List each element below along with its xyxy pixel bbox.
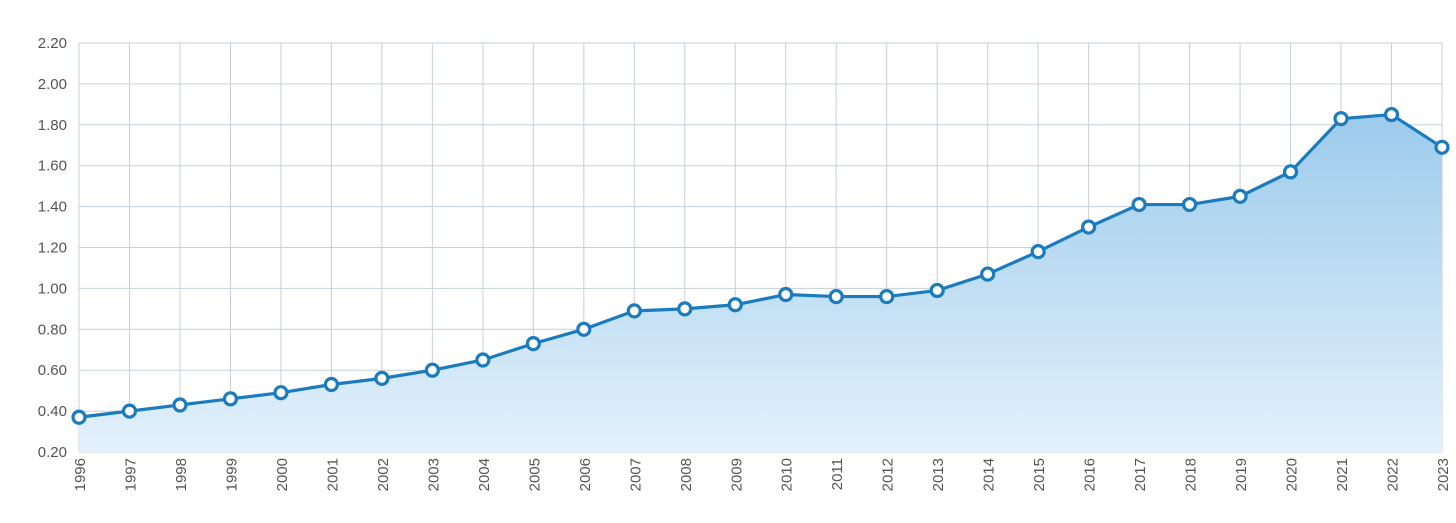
x-tick-label: 2000	[274, 458, 291, 491]
y-tick-label: 1.20	[38, 240, 67, 257]
x-tick-label: 2009	[728, 458, 745, 491]
x-tick-label: 2008	[678, 458, 695, 491]
y-tick-label: 0.20	[38, 444, 67, 461]
data-point	[475, 352, 491, 368]
data-point	[626, 303, 642, 319]
data-point	[879, 288, 895, 305]
y-tick-label: 1.60	[38, 158, 67, 175]
data-point	[1383, 106, 1400, 123]
y-tick-label: 0.60	[38, 362, 67, 379]
x-tick-label: 1999	[223, 458, 240, 491]
x-tick-label: 1996	[72, 458, 89, 491]
x-tick-label: 2004	[476, 458, 493, 491]
data-point	[172, 397, 188, 413]
x-axis-tick-labels: 1996 1997 1998 1999 2000 2001 2002 2003 2004 2005…	[72, 458, 1452, 491]
x-tick-label: 2013	[930, 458, 947, 491]
data-point	[71, 409, 87, 425]
data-point	[980, 266, 996, 282]
y-tick-label: 2.00	[38, 76, 67, 93]
x-tick-label: 2002	[375, 458, 392, 491]
x-tick-label: 2006	[577, 458, 594, 491]
y-tick-label: 0.40	[38, 403, 67, 420]
data-point	[121, 403, 138, 419]
x-tick-label: 2022	[1385, 458, 1402, 491]
x-tick-label: 2010	[779, 458, 796, 491]
data-point	[677, 301, 693, 317]
x-tick-label: 1997	[122, 458, 139, 491]
x-tick-label: 2023	[1435, 458, 1452, 491]
data-point	[929, 282, 945, 299]
y-tick-label: 1.00	[38, 280, 67, 297]
x-tick-label: 2001	[324, 458, 341, 491]
x-tick-label: 2016	[1082, 458, 1099, 491]
data-point	[778, 286, 794, 303]
y-tick-label: 2.20	[38, 35, 67, 52]
data-point	[1131, 196, 1147, 213]
series-line	[77, 112, 1444, 419]
data-point	[1282, 164, 1299, 180]
data-point	[576, 321, 592, 337]
x-tick-label: 2007	[627, 458, 644, 491]
y-tick-label: 0.80	[38, 321, 67, 338]
data-point	[1081, 219, 1097, 235]
x-tick-label: 2012	[880, 458, 897, 491]
data-point	[1434, 139, 1450, 155]
series-line-group	[77, 112, 1444, 419]
data-point	[323, 376, 340, 393]
y-tick-label: 1.80	[38, 117, 67, 134]
data-point	[222, 391, 239, 407]
data-point	[424, 362, 440, 378]
x-tick-label: 1998	[173, 458, 190, 491]
x-tick-label: 2019	[1233, 458, 1250, 491]
x-tick-label: 2017	[1132, 458, 1149, 491]
x-tick-label: 2005	[526, 458, 543, 491]
x-tick-label: 2011	[829, 458, 846, 490]
x-tick-label: 2018	[1183, 458, 1200, 491]
x-tick-label: 2003	[425, 458, 442, 491]
data-point	[828, 288, 844, 305]
data-point	[1030, 243, 1046, 260]
data-point	[1181, 196, 1198, 213]
data-point	[374, 370, 390, 386]
x-tick-label: 2014	[981, 458, 998, 491]
data-point	[727, 297, 743, 313]
data-point-markers	[71, 106, 1450, 425]
x-tick-label: 2015	[1031, 458, 1048, 491]
area-fill	[79, 114, 1442, 452]
y-tick-label: 1.40	[38, 199, 67, 216]
data-point	[1232, 188, 1248, 204]
x-tick-label: 2020	[1284, 458, 1301, 491]
area-fill-group	[79, 114, 1442, 452]
y-axis-tick-labels: 0.20 0.40 0.60 0.80 1.00 1.20 1.40 1.60 1.80 2.00…	[38, 35, 67, 461]
data-point	[1333, 111, 1349, 127]
data-point	[273, 385, 289, 401]
x-tick-label: 2021	[1334, 458, 1351, 491]
data-point	[525, 336, 541, 352]
